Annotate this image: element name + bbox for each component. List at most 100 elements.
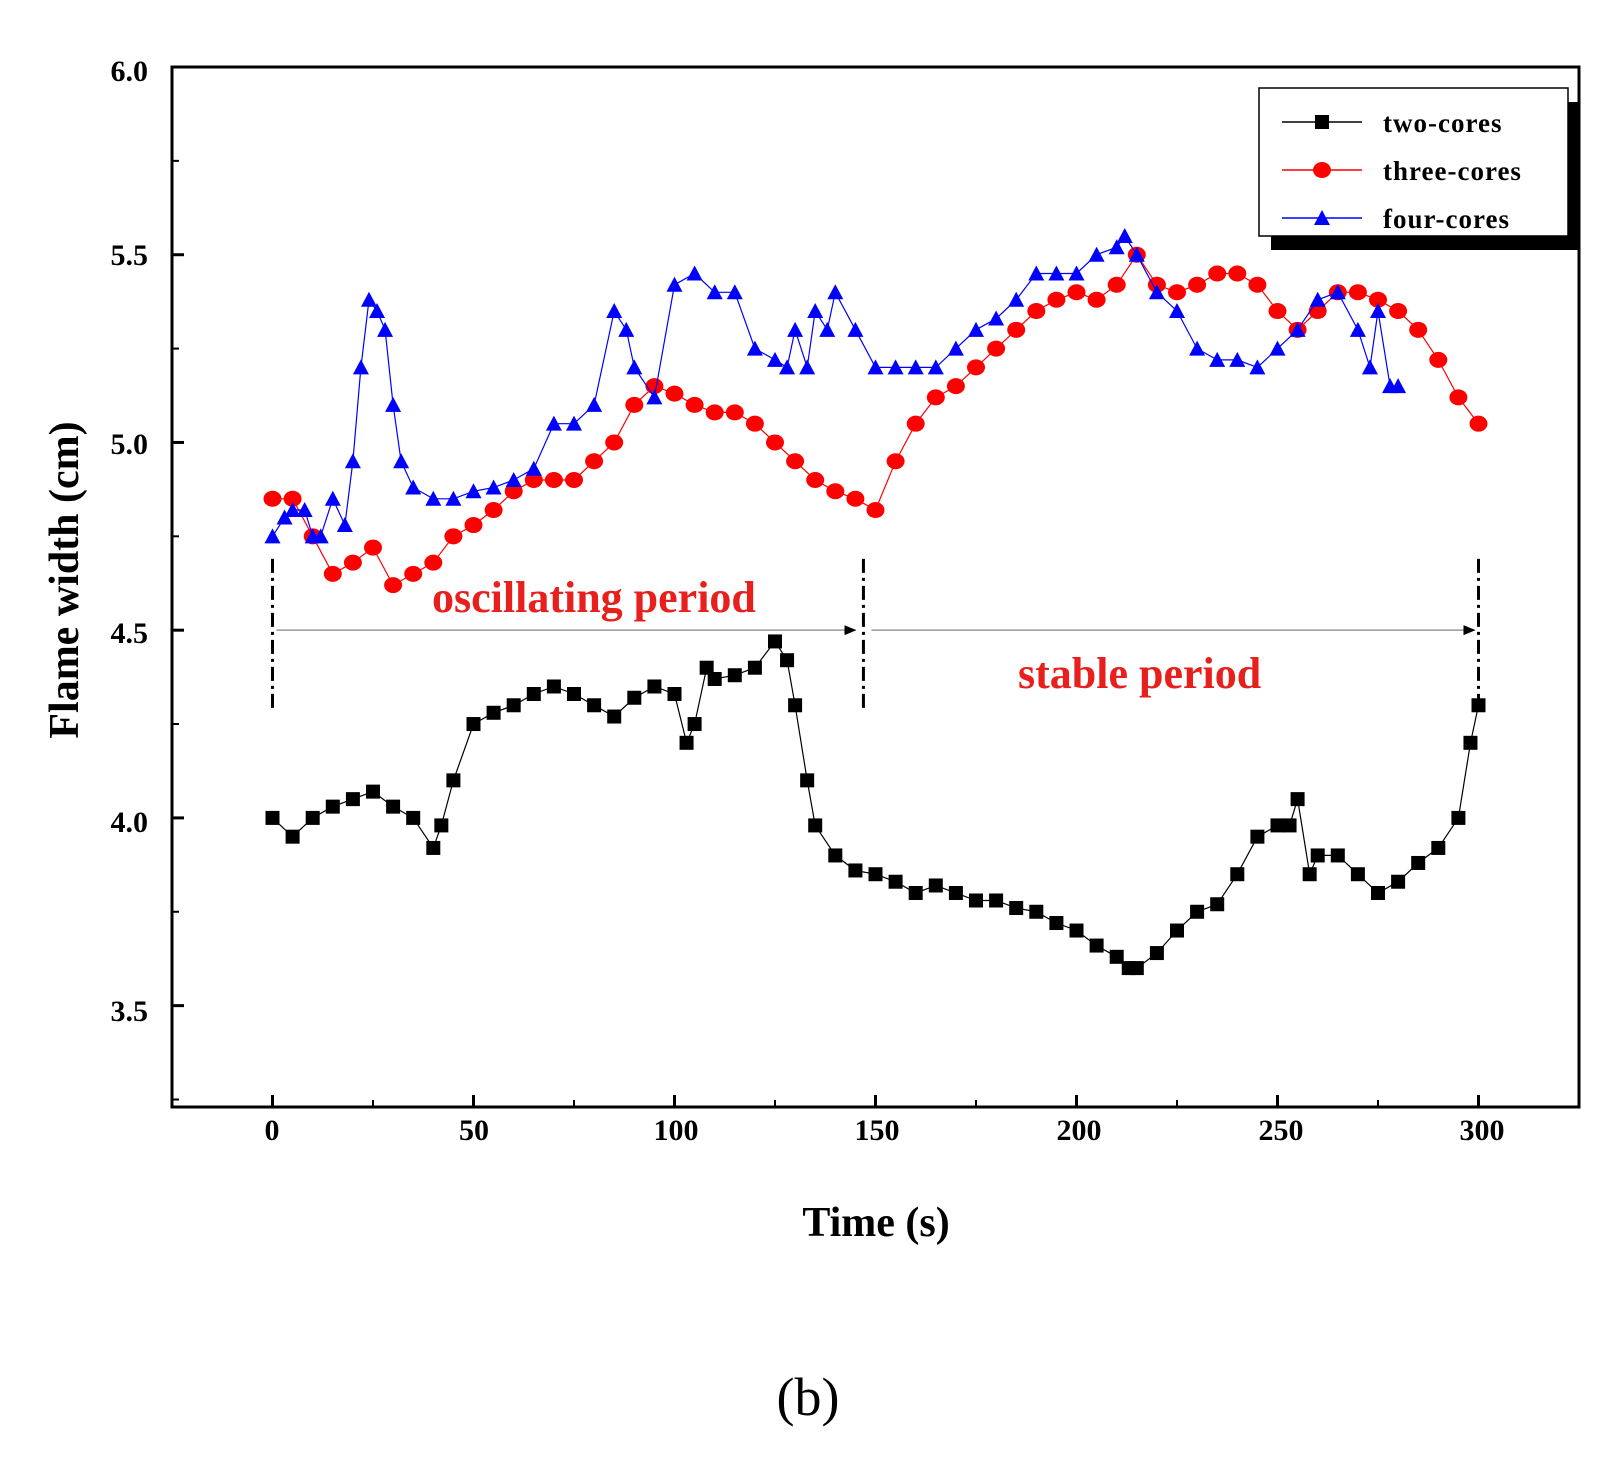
y-axis-title: Flame width (cm)	[42, 421, 88, 738]
data-point-three-cores	[725, 404, 744, 421]
x-tick-label-200: 200	[1057, 1114, 1102, 1147]
data-point-three-cores	[323, 565, 342, 582]
legend-marker-three-cores	[1313, 162, 1331, 178]
data-point-three-cores	[1188, 276, 1207, 293]
legend-label-three-cores: three-cores	[1383, 156, 1522, 186]
data-point-two-cores	[1210, 897, 1225, 912]
y-tick-label-3.5: 3.5	[111, 995, 149, 1028]
data-point-four-cores	[1008, 291, 1025, 307]
data-point-three-cores	[1107, 276, 1126, 293]
data-point-three-cores	[866, 502, 885, 519]
data-point-two-cores	[948, 885, 963, 900]
data-point-two-cores	[1411, 855, 1426, 870]
data-point-four-cores	[1249, 359, 1266, 375]
data-point-four-cores	[545, 415, 562, 431]
data-point-three-cores	[1348, 284, 1367, 301]
data-point-two-cores	[828, 848, 843, 863]
data-point-four-cores	[787, 321, 804, 337]
data-point-two-cores	[1451, 810, 1466, 825]
data-point-two-cores	[386, 799, 401, 814]
data-point-four-cores	[344, 453, 361, 469]
data-point-three-cores	[665, 385, 684, 402]
data-point-four-cores	[385, 396, 402, 412]
data-point-four-cores	[312, 528, 329, 544]
data-point-three-cores	[705, 404, 724, 421]
data-point-two-cores	[1029, 904, 1044, 919]
data-point-four-cores	[1128, 246, 1145, 262]
data-point-four-cores	[393, 453, 410, 469]
data-point-two-cores	[1049, 916, 1064, 931]
data-point-four-cores	[336, 517, 353, 533]
data-point-four-cores	[1028, 265, 1045, 281]
data-point-four-cores	[264, 528, 281, 544]
annotation-oscillating-period: oscillating period	[432, 573, 756, 622]
data-point-two-cores	[1463, 735, 1478, 750]
data-point-two-cores	[366, 784, 380, 799]
data-point-four-cores	[465, 483, 482, 499]
data-point-two-cores	[780, 653, 795, 668]
data-point-four-cores	[445, 490, 462, 506]
data-point-four-cores	[586, 396, 603, 412]
data-point-two-cores	[1109, 949, 1124, 964]
data-point-four-cores	[726, 284, 743, 300]
data-point-four-cores	[296, 502, 313, 518]
data-point-four-cores	[405, 479, 422, 495]
data-point-two-cores	[1371, 885, 1385, 900]
data-point-two-cores	[707, 671, 722, 686]
data-point-four-cores	[369, 303, 386, 319]
data-point-four-cores	[847, 321, 864, 337]
data-point-three-cores	[766, 434, 784, 451]
data-point-three-cores	[786, 453, 805, 470]
data-point-four-cores	[1229, 351, 1246, 367]
data-point-four-cores	[626, 359, 643, 375]
data-point-four-cores	[666, 276, 683, 292]
legend-label-two-cores: two-cores	[1383, 108, 1502, 138]
legend-box	[1258, 87, 1569, 237]
x-tick-label-300: 300	[1460, 1114, 1505, 1147]
data-point-four-cores	[867, 359, 884, 375]
data-point-two-cores	[265, 810, 280, 825]
data-point-three-cores	[585, 453, 604, 470]
data-point-four-cores	[485, 479, 502, 495]
data-point-two-cores	[345, 792, 360, 807]
x-tick-label-50: 50	[459, 1114, 489, 1147]
data-point-three-cores	[826, 483, 845, 500]
data-point-three-cores	[1409, 321, 1428, 338]
data-point-three-cores	[1047, 291, 1066, 308]
data-point-four-cores	[360, 291, 377, 307]
data-point-two-cores	[727, 668, 742, 683]
data-point-two-cores	[567, 687, 581, 702]
data-point-four-cores	[525, 460, 542, 476]
legend-label-four-cores: four-cores	[1383, 204, 1510, 234]
data-point-two-cores	[1310, 848, 1325, 863]
data-point-three-cores	[1268, 303, 1287, 320]
data-point-two-cores	[1290, 792, 1305, 807]
data-point-two-cores	[587, 698, 602, 713]
data-point-two-cores	[928, 878, 943, 893]
y-tick-label-4.0: 4.0	[111, 806, 149, 839]
data-point-two-cores	[687, 717, 702, 732]
data-point-three-cores	[946, 378, 965, 395]
data-point-four-cores	[887, 359, 904, 375]
x-tick-label-100: 100	[654, 1114, 699, 1147]
y-tick-label-6.0: 6.0	[111, 55, 149, 88]
data-point-two-cores	[747, 660, 762, 675]
data-point-four-cores	[907, 359, 924, 375]
data-point-two-cores	[1250, 829, 1265, 844]
data-point-three-cores	[424, 554, 443, 571]
data-point-four-cores	[324, 490, 341, 506]
data-point-two-cores	[434, 818, 449, 833]
data-point-two-cores	[989, 893, 1004, 908]
data-point-four-cores	[1116, 227, 1133, 243]
data-point-three-cores	[263, 490, 282, 507]
data-point-two-cores	[546, 679, 561, 694]
plot-frame-layer	[170, 65, 1581, 1109]
data-point-three-cores	[1168, 284, 1186, 301]
data-point-four-cores	[779, 359, 796, 375]
data-point-four-cores	[927, 359, 944, 375]
legend-swatches	[1282, 115, 1362, 225]
data-point-two-cores	[1089, 938, 1104, 953]
data-point-four-cores	[276, 509, 293, 525]
data-point-four-cores	[566, 415, 582, 431]
data-point-three-cores	[1248, 276, 1267, 293]
